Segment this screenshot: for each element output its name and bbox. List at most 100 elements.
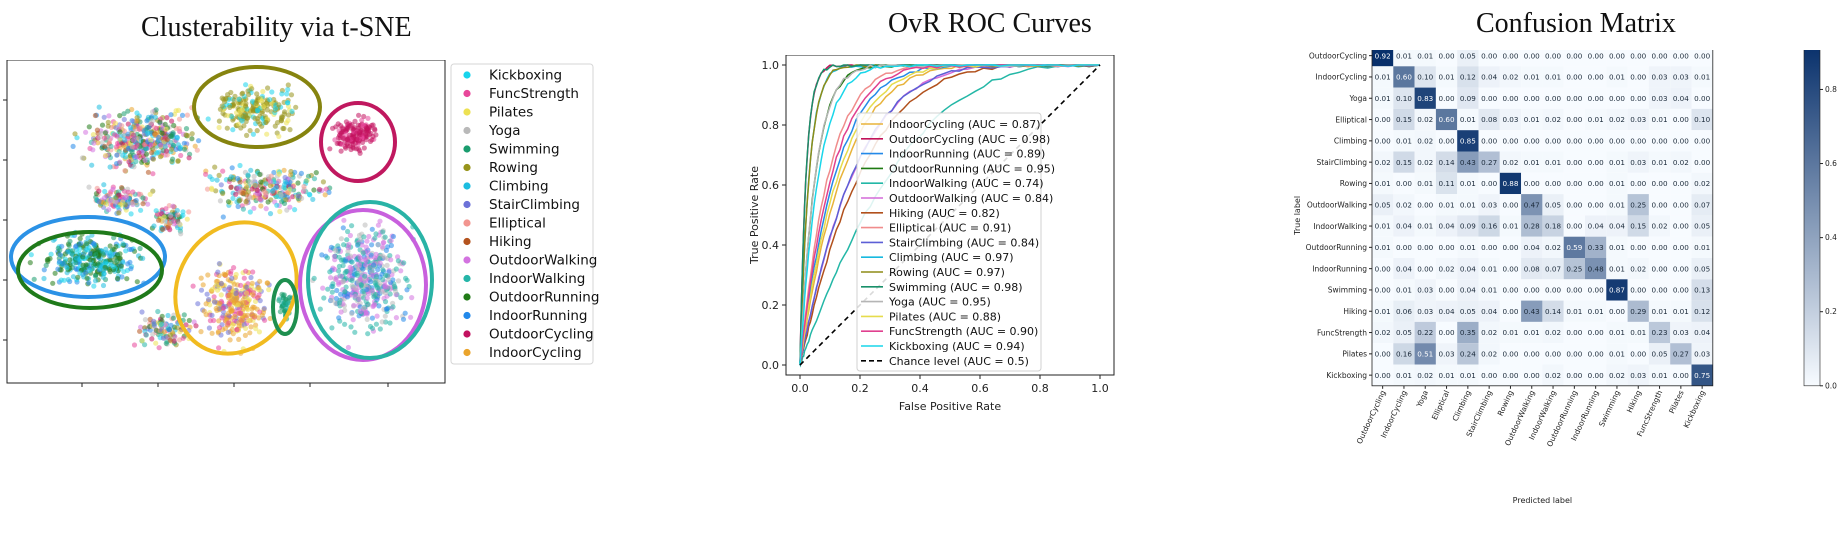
cm-cell-value: 0.01 (1375, 94, 1391, 103)
tsne-point (157, 119, 163, 125)
tsne-point (256, 284, 262, 291)
tsne-point (352, 293, 358, 299)
cm-cell-value: 0.04 (1396, 222, 1412, 231)
tsne-legend-label: FuncStrength (489, 86, 579, 102)
tsne-legend-marker (463, 293, 471, 301)
cm-cell (1435, 108, 1458, 131)
tsne-point (139, 338, 145, 344)
cm-cell-value: 0.14 (1545, 307, 1561, 316)
tsne-point (235, 175, 241, 182)
cm-cell (1563, 50, 1585, 67)
cm-cell (1670, 194, 1692, 216)
tsne-point (345, 344, 351, 351)
tsne-point (390, 233, 396, 240)
cm-cell (1393, 364, 1415, 386)
tsne-point (283, 197, 289, 203)
tsne-point (359, 242, 365, 248)
cm-cell-value: 0.00 (1502, 286, 1518, 295)
tsne-point (404, 287, 410, 293)
tsne-point (110, 186, 116, 192)
tsne-point (349, 311, 355, 317)
tsne-point (361, 145, 367, 151)
tsne-point (216, 325, 223, 331)
tsne-point (233, 271, 239, 278)
tsne-point (148, 142, 154, 148)
tsne-point (276, 102, 282, 108)
tsne-point (250, 304, 256, 310)
tsne-point (225, 329, 231, 335)
tsne-point (362, 222, 368, 228)
tsne-point (117, 129, 123, 135)
cm-cell-value: 0.18 (1545, 222, 1561, 231)
cm-cell-value: 0.01 (1588, 115, 1604, 124)
tsne-point (235, 302, 241, 308)
cm-cell (1691, 236, 1713, 258)
cm-cell (1499, 279, 1522, 301)
cm-cell-value: 0.00 (1630, 243, 1646, 252)
cm-cell (1435, 279, 1458, 301)
cm-cell-value: 0.00 (1673, 286, 1689, 295)
tsne-point (216, 345, 222, 351)
cm-y-tick-label: IndoorCycling (1316, 73, 1368, 82)
cm-frame (1371, 50, 1714, 387)
tsne-point (349, 277, 355, 284)
cm-cell-value: 0.00 (1417, 264, 1433, 273)
tsne-point (252, 313, 258, 319)
tsne-point (72, 244, 79, 250)
tsne-point (117, 255, 123, 262)
cm-cell-value: 0.04 (1673, 94, 1689, 103)
cm-cell-value: 0.14 (1439, 158, 1455, 167)
cm-cell (1372, 215, 1394, 237)
cm-cell (1521, 194, 1543, 216)
cm-cell-value: 0.03 (1673, 328, 1689, 337)
tsne-point (137, 328, 143, 334)
cm-cell-value: 0.02 (1545, 371, 1561, 380)
tsne-point (373, 251, 379, 257)
tsne-point (111, 235, 117, 241)
tsne-point (128, 266, 134, 272)
tsne-point (142, 157, 148, 163)
cm-cell-value: 0.01 (1396, 371, 1412, 380)
tsne-point (84, 241, 90, 247)
tsne-point (388, 238, 394, 244)
tsne-point (237, 197, 243, 203)
cm-cell-value: 0.00 (1502, 94, 1518, 103)
cm-cell-value: 0.02 (1481, 349, 1497, 358)
tsne-point (384, 262, 390, 268)
tsne-point (333, 295, 339, 302)
cm-cell (1478, 172, 1500, 195)
tsne-point (356, 112, 362, 118)
tsne-legend-label: Rowing (489, 160, 538, 176)
cm-cell-value: 0.01 (1375, 222, 1391, 231)
tsne-point (105, 123, 111, 129)
tsne-point (237, 310, 243, 316)
tsne-legend-marker (463, 126, 471, 135)
tsne-point (368, 268, 374, 274)
tsne-legend-box (450, 63, 594, 365)
tsne-point (325, 286, 331, 292)
cm-cell-value: 0.04 (1481, 307, 1497, 316)
cm-cell-value: 0.05 (1694, 222, 1710, 231)
cm-cell (1542, 364, 1564, 386)
cm-cell-value: 0.01 (1502, 328, 1518, 337)
tsne-point (134, 110, 140, 116)
tsne-point (273, 184, 279, 190)
cm-cell (1499, 321, 1522, 344)
tsne-point (216, 118, 222, 124)
tsne-point (360, 266, 366, 272)
cm-cell-value: 0.01 (1609, 200, 1625, 209)
cm-cell (1563, 321, 1585, 344)
cm-cell (1648, 321, 1671, 344)
tsne-point (266, 287, 272, 293)
cm-cell (1521, 87, 1543, 109)
tsne-point (115, 204, 121, 210)
cm-cell (1372, 50, 1394, 67)
tsne-point (205, 272, 211, 278)
cm-cell (1414, 66, 1436, 88)
cm-title: Confusion Matrix (1476, 8, 1676, 39)
cm-cell (1372, 236, 1394, 258)
tsne-point (228, 271, 234, 277)
tsne-point (174, 207, 180, 214)
cm-cell (1563, 300, 1585, 322)
roc-legend-label: IndoorWalking (AUC = 0.74) (889, 177, 1044, 190)
